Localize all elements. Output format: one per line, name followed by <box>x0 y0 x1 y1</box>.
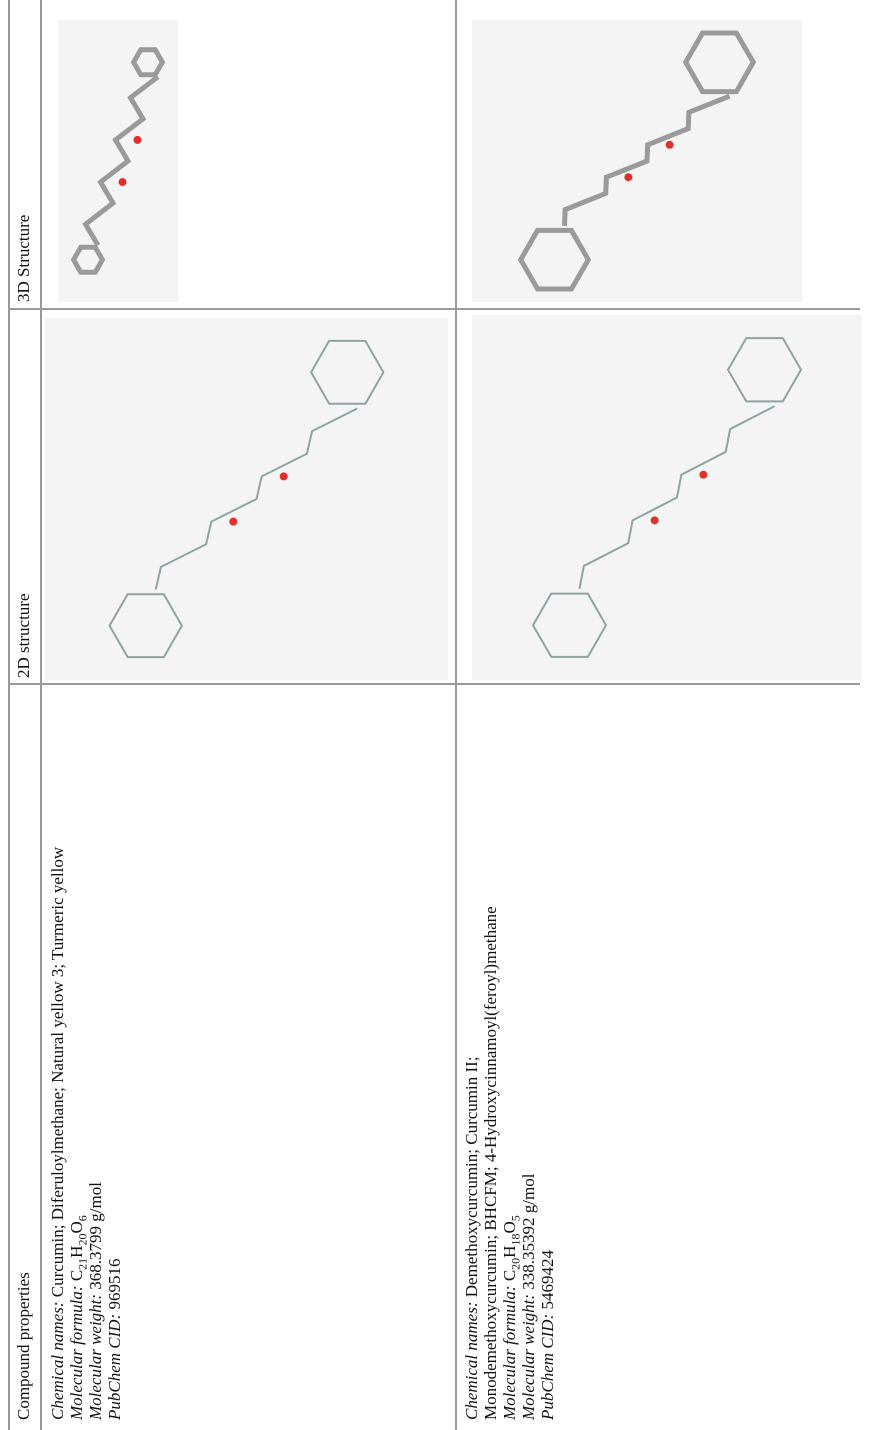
oxygen-atom <box>119 178 127 186</box>
property-line: Molecular weight: 368.3799 g/mol <box>86 695 105 1420</box>
oxygen-atom <box>651 516 659 524</box>
property-line: Chemical names: Demethoxycurcumin; Curcu… <box>462 880 500 1420</box>
ring <box>728 338 801 401</box>
property-line: Chemical names: Curcumin; Diferuloylmeth… <box>48 695 67 1420</box>
oxygen-atom <box>624 173 632 181</box>
formula-element: O <box>500 1221 519 1233</box>
property-label: Molecular weight: <box>86 1294 105 1420</box>
property-label: PubChem CID: <box>538 1314 557 1420</box>
formula-element: C <box>500 1270 519 1281</box>
chain <box>580 406 775 589</box>
chain <box>565 96 730 226</box>
structure-3d-image <box>58 20 178 302</box>
formula-element: H <box>500 1246 519 1258</box>
property-line: PubChem CID: 5469424 <box>538 880 557 1420</box>
property-value: Curcumin; Diferuloylmethane; Natural yel… <box>48 847 67 1297</box>
formula-element: H <box>67 1246 86 1258</box>
structure-2d-image <box>472 315 862 680</box>
molecule-drawing <box>472 20 802 302</box>
row-rule <box>40 0 42 1430</box>
ring <box>134 50 163 75</box>
table: Compound properties 2D structure 3D Struct… <box>0 0 869 1430</box>
chain <box>156 409 358 590</box>
page: Compound properties 2D structure 3D Struct… <box>0 0 869 1430</box>
property-line: PubChem CID: 969516 <box>105 695 124 1420</box>
property-value: 368.3799 g/mol <box>86 1182 105 1290</box>
ring <box>311 341 383 404</box>
property-label: Chemical names: <box>48 1301 67 1420</box>
header-cell: 2D structure <box>14 593 33 678</box>
property-label: Molecular formula: <box>500 1285 519 1420</box>
ring <box>533 594 606 657</box>
oxygen-atom <box>134 136 142 144</box>
properties-cell: Chemical names: Curcumin; Diferuloylmeth… <box>48 695 124 1420</box>
property-label: Molecular formula: <box>67 1285 86 1420</box>
property-label: Chemical names: <box>462 1301 481 1420</box>
chain <box>86 77 159 246</box>
oxygen-atom <box>229 518 237 526</box>
formula-element: O <box>67 1221 86 1233</box>
oxygen-atom <box>699 471 707 479</box>
column-rule <box>8 309 860 311</box>
ring <box>521 230 589 289</box>
structure-3d-image <box>472 20 802 302</box>
property-line: Molecular weight: 338.35392 g/mol <box>519 880 538 1420</box>
formula-element: C <box>67 1270 86 1281</box>
property-label: Molecular weight: <box>519 1294 538 1420</box>
property-value: 969516 <box>105 1259 124 1310</box>
oxygen-atom <box>280 472 288 480</box>
column-rule <box>8 684 860 686</box>
ring <box>74 247 103 272</box>
row-rule <box>8 0 10 1430</box>
property-value: 338.35392 g/mol <box>519 1174 538 1290</box>
properties-cell: Chemical names: Demethoxycurcumin; Curcu… <box>462 880 557 1420</box>
oxygen-atom <box>666 141 674 149</box>
molecule-drawing <box>58 20 178 302</box>
ring <box>110 594 182 657</box>
header-cell: Compound properties <box>14 1272 33 1420</box>
property-line: Molecular formula: C20H18O5 <box>500 880 519 1420</box>
ring <box>686 33 754 92</box>
property-label: PubChem CID: <box>105 1314 124 1420</box>
property-value: 5469424 <box>538 1250 557 1310</box>
structure-2d-image <box>45 318 448 680</box>
header-cell: 3D Structure <box>14 215 33 302</box>
molecule-drawing <box>472 315 862 680</box>
property-line: Molecular formula: C21H20O6 <box>67 695 86 1420</box>
row-rule <box>455 0 457 1430</box>
molecule-drawing <box>45 318 448 680</box>
